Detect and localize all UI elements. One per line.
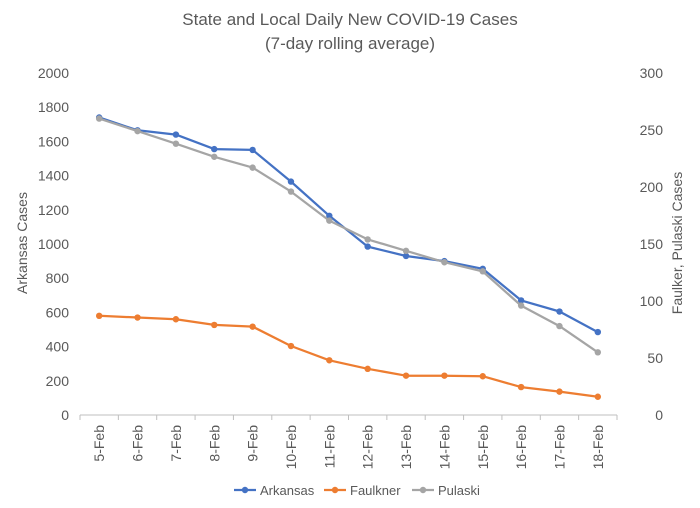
legend-marker-pulaski bbox=[419, 486, 427, 494]
x-tick-label: 14-Feb bbox=[436, 425, 452, 470]
data-point-pulaski bbox=[594, 349, 602, 356]
data-point-faulkner bbox=[134, 314, 141, 321]
right-y-axis: 0 50 100 150 200 250 300 bbox=[640, 65, 664, 423]
left-y-tick-label: 1200 bbox=[38, 202, 69, 218]
x-tick-label: 9-Feb bbox=[245, 425, 261, 462]
x-tick-label: 11-Feb bbox=[321, 425, 337, 469]
right-y-tick-label: 250 bbox=[640, 122, 664, 138]
data-point-pulaski bbox=[172, 140, 180, 147]
left-y-tick-label: 1800 bbox=[38, 99, 69, 115]
x-axis-tickmarks bbox=[79, 415, 618, 420]
data-point-faulkner bbox=[364, 365, 371, 373]
data-point-faulkner bbox=[211, 321, 218, 329]
left-y-tick-label: 800 bbox=[46, 270, 70, 286]
data-point-pulaski bbox=[95, 115, 103, 122]
data-point-pulaski bbox=[479, 268, 486, 275]
plot-area bbox=[95, 114, 602, 400]
data-point-pulaski bbox=[364, 236, 371, 243]
data-point-arkansas bbox=[556, 308, 563, 315]
x-tick-label: 10-Feb bbox=[283, 425, 299, 470]
data-point-arkansas bbox=[517, 297, 525, 304]
left-y-axis-title: Arkansas Cases bbox=[14, 192, 30, 294]
data-point-pulaski bbox=[556, 322, 563, 330]
data-point-faulkner bbox=[556, 388, 563, 395]
left-y-tick-label: 1400 bbox=[38, 168, 69, 184]
data-point-arkansas bbox=[326, 212, 333, 219]
data-point-faulkner bbox=[402, 372, 410, 379]
data-point-faulkner bbox=[172, 316, 180, 323]
data-point-faulkner bbox=[95, 312, 103, 320]
x-axis: 5-Feb 6-Feb 7-Feb 8-Feb 9-Feb 10-Feb 11-Feb 12-… bbox=[91, 425, 606, 470]
legend: Arkansas Faulkner Pulaski bbox=[234, 483, 480, 498]
right-y-tick-label: 300 bbox=[640, 65, 664, 81]
data-point-arkansas bbox=[364, 243, 371, 250]
legend-marker-faulkner bbox=[331, 486, 339, 494]
data-point-arkansas bbox=[402, 252, 410, 260]
x-tick-label: 6-Feb bbox=[130, 425, 146, 462]
x-tick-label: 16-Feb bbox=[513, 425, 529, 470]
x-tick-label: 17-Feb bbox=[551, 425, 567, 470]
right-y-tick-label: 50 bbox=[647, 350, 663, 366]
data-point-faulkner bbox=[517, 383, 525, 391]
data-point-faulkner bbox=[287, 342, 295, 350]
data-point-pulaski bbox=[134, 127, 141, 135]
chart-subtitle: (7-day rolling average) bbox=[265, 34, 435, 53]
data-point-pulaski bbox=[441, 259, 448, 266]
data-point-faulkner bbox=[249, 323, 256, 330]
data-point-faulkner bbox=[441, 372, 448, 379]
chart-title: State and Local Daily New COVID-19 Cases bbox=[182, 10, 517, 29]
data-point-arkansas bbox=[287, 178, 295, 185]
left-y-tick-label: 0 bbox=[61, 407, 69, 423]
data-point-pulaski bbox=[326, 217, 333, 224]
left-y-tick-label: 200 bbox=[46, 373, 70, 389]
x-tick-label: 7-Feb bbox=[168, 425, 184, 462]
x-tick-label: 15-Feb bbox=[475, 425, 491, 470]
x-tick-label: 18-Feb bbox=[590, 425, 606, 470]
legend-label-arkansas: Arkansas bbox=[260, 483, 315, 498]
x-tick-label: 13-Feb bbox=[398, 425, 414, 470]
data-point-faulkner bbox=[479, 373, 486, 380]
data-point-pulaski bbox=[211, 153, 218, 160]
left-y-axis: 0 200 400 600 800 1000 1200 1400 1600 1800 2000 bbox=[38, 65, 69, 423]
legend-label-pulaski: Pulaski bbox=[438, 483, 480, 498]
left-y-tick-label: 400 bbox=[46, 339, 70, 355]
data-point-arkansas bbox=[211, 145, 218, 153]
data-point-pulaski bbox=[517, 302, 525, 309]
data-point-pulaski bbox=[249, 164, 256, 171]
left-y-tick-label: 600 bbox=[46, 304, 70, 320]
data-point-faulkner bbox=[594, 393, 602, 400]
data-point-pulaski bbox=[287, 188, 295, 195]
legend-marker-arkansas bbox=[241, 486, 249, 494]
data-point-arkansas bbox=[172, 131, 180, 138]
right-y-tick-label: 100 bbox=[640, 293, 664, 309]
legend-label-faulkner: Faulkner bbox=[350, 483, 401, 498]
right-y-tick-label: 0 bbox=[655, 407, 663, 423]
x-tick-label: 12-Feb bbox=[360, 425, 376, 470]
x-tick-label: 8-Feb bbox=[206, 425, 222, 462]
data-point-faulkner bbox=[326, 357, 333, 364]
left-y-tick-label: 1000 bbox=[38, 236, 69, 252]
left-y-tick-label: 2000 bbox=[38, 65, 69, 81]
data-point-arkansas bbox=[249, 146, 256, 154]
data-point-pulaski bbox=[402, 247, 410, 255]
series-line-pulaski bbox=[98, 117, 599, 354]
right-y-tick-label: 150 bbox=[640, 236, 664, 252]
data-point-arkansas bbox=[594, 328, 602, 336]
series-line-faulkner bbox=[98, 314, 599, 398]
right-y-tick-label: 200 bbox=[640, 179, 664, 195]
x-tick-label: 5-Feb bbox=[91, 425, 107, 462]
left-y-tick-label: 1600 bbox=[38, 133, 69, 149]
right-y-axis-title: Faulker, Pulaski Cases bbox=[669, 172, 685, 314]
